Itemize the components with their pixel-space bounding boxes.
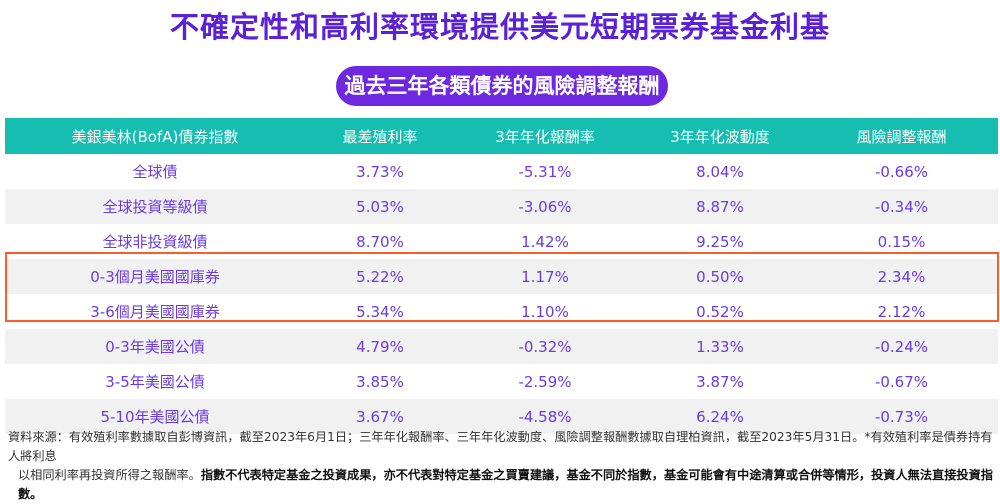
column-header: 最差殖利率: [305, 118, 455, 154]
footnote: 資料來源：有效殖利率數據取自彭博資訊，截至2023年6月1日；三年年化報酬率、三…: [8, 428, 998, 504]
value-cell: 0.50%: [635, 259, 805, 294]
table-row: 0-3年美國公債 4.79% -0.32% 1.33% -0.24%: [5, 329, 998, 364]
value-cell: 2.12%: [877, 302, 926, 321]
value-cell: -2.59%: [518, 372, 572, 391]
value-cell: 1.17%: [455, 259, 635, 294]
value-cell: 8.70%: [356, 232, 404, 251]
value-cell: -0.66%: [874, 162, 929, 181]
value-cell: 1.42%: [521, 232, 569, 251]
page-title: 不確定性和高利率環境提供美元短期票券基金利基: [169, 10, 830, 44]
table-row: 全球非投資級債 8.70% 1.42% 9.25% 0.15%: [5, 224, 998, 259]
index-name-cell: 全球投資等級債: [5, 189, 305, 224]
column-header: 3年年化波動度: [635, 118, 805, 154]
table-row: 5-10年美國公債 3.67% -4.58% 6.24% -0.73%: [5, 399, 998, 434]
value-cell: 5.22%: [305, 259, 455, 294]
value-cell: -0.67%: [874, 372, 929, 391]
value-cell: 8.04%: [696, 162, 744, 181]
index-name-cell: 3-6個月美國國庫券: [90, 303, 220, 321]
value-cell: -0.32%: [455, 329, 635, 364]
value-cell: 6.24%: [635, 399, 805, 434]
index-name-cell: 3-5年美國公債: [105, 373, 205, 391]
value-cell: 1.33%: [635, 329, 805, 364]
value-cell: -5.31%: [518, 162, 572, 181]
column-header: 風險調整報酬: [805, 118, 998, 154]
value-cell: -0.24%: [805, 329, 998, 364]
column-header: 美銀美林(BofA)債券指數: [5, 118, 305, 154]
value-cell: 0.52%: [696, 302, 744, 321]
value-cell: 1.10%: [521, 302, 569, 321]
footnote-line2: 以相同利率再投資所得之報酬率。: [18, 468, 201, 482]
index-name-cell: 0-3年美國公債: [5, 329, 305, 364]
value-cell: -0.73%: [805, 399, 998, 434]
value-cell: 3.67%: [305, 399, 455, 434]
index-name-cell: 全球債: [132, 163, 178, 181]
table-header-row: 美銀美林(BofA)債券指數 最差殖利率 3年年化報酬率 3年年化波動度 風險調整報酬: [5, 118, 998, 154]
value-cell: -3.06%: [455, 189, 635, 224]
table-row: 全球債 3.73% -5.31% 8.04% -0.66%: [5, 154, 998, 189]
value-cell: 5.34%: [356, 302, 404, 321]
value-cell: 2.34%: [805, 259, 998, 294]
table-row: 0-3個月美國國庫券 5.22% 1.17% 0.50% 2.34%: [5, 259, 998, 294]
index-name-cell: 0-3個月美國國庫券: [5, 259, 305, 294]
index-name-cell: 5-10年美國公債: [5, 399, 305, 434]
table-row: 3-6個月美國國庫券 5.34% 1.10% 0.52% 2.12%: [5, 294, 998, 329]
table-row: 3-5年美國公債 3.85% -2.59% 3.87% -0.67%: [5, 364, 998, 399]
footnote-line1: 資料來源：有效殖利率數據取自彭博資訊，截至2023年6月1日；三年年化報酬率、三…: [8, 430, 993, 463]
value-cell: -0.34%: [805, 189, 998, 224]
value-cell: 5.03%: [305, 189, 455, 224]
value-cell: 3.85%: [356, 372, 404, 391]
value-cell: -4.58%: [455, 399, 635, 434]
value-cell: 3.73%: [356, 162, 404, 181]
value-cell: 8.87%: [635, 189, 805, 224]
column-header: 3年年化報酬率: [455, 118, 635, 154]
table-row: 全球投資等級債 5.03% -3.06% 8.87% -0.34%: [5, 189, 998, 224]
bond-index-table: 美銀美林(BofA)債券指數 最差殖利率 3年年化報酬率 3年年化波動度 風險調整報酬 …: [5, 118, 998, 434]
value-cell: 3.87%: [696, 372, 744, 391]
subtitle-badge: 過去三年各類債券的風險調整報酬: [336, 66, 668, 106]
value-cell: 0.15%: [877, 232, 926, 251]
value-cell: 9.25%: [696, 232, 744, 251]
index-name-cell: 全球非投資級債: [102, 233, 208, 251]
value-cell: 4.79%: [305, 329, 455, 364]
